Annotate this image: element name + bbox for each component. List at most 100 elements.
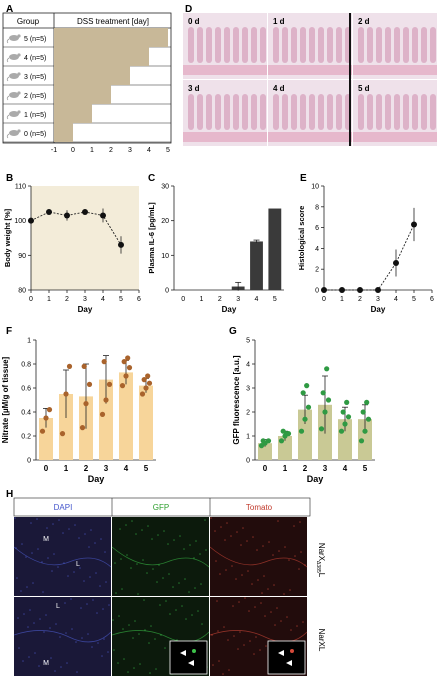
signal-speckle <box>225 569 227 571</box>
col-header-treatment: DSS treatment [day] <box>77 17 149 26</box>
crypt <box>291 94 297 130</box>
signal-speckle <box>235 578 237 580</box>
y-tick-label: 1 <box>27 338 31 345</box>
signal-speckle <box>242 527 244 529</box>
signal-speckle <box>223 626 225 628</box>
tile-background <box>14 517 111 596</box>
tile-label: 5 d <box>358 84 370 93</box>
crypt <box>367 94 373 130</box>
signal-speckle <box>52 523 54 525</box>
tissue-contour <box>111 630 210 643</box>
signal-speckle <box>239 631 241 633</box>
signal-speckle <box>201 623 203 625</box>
crypt <box>430 94 436 130</box>
signal-speckle <box>230 535 232 537</box>
panel-e-histological-score-chart: 0 2 4 6 8 10 0 1 2 3 4 5 6 Day Histological score <box>297 184 434 315</box>
data-point <box>321 287 327 293</box>
data-point <box>123 373 129 379</box>
signal-speckle <box>222 673 224 675</box>
data-point <box>338 428 345 434</box>
signal-speckle <box>22 660 24 662</box>
x-tick-label: 1 <box>340 296 344 303</box>
signal-speckle <box>33 622 35 624</box>
col-header-group: Group <box>17 17 40 26</box>
bar <box>39 418 53 460</box>
crypt <box>206 94 212 130</box>
y-axis-title: Body weight [%] <box>3 208 12 267</box>
x-tick-label: 5 <box>363 464 368 473</box>
data-point <box>305 404 312 410</box>
signal-speckle <box>262 545 264 547</box>
signal-speckle <box>167 543 169 545</box>
data-point <box>324 366 330 372</box>
signal-speckle <box>38 665 40 667</box>
signal-speckle <box>147 525 149 527</box>
crypt <box>327 94 333 130</box>
data-point <box>106 381 113 387</box>
data-point <box>344 399 350 405</box>
panel-letter-c: C <box>148 173 155 184</box>
crypt <box>412 27 418 63</box>
panel-g-gfp-chart: 0 1 2 3 4 5 0 1 2 3 4 5 Day GFP fluorescence [a.u.] <box>232 338 375 484</box>
panel-letter-b: B <box>6 173 13 184</box>
signal-speckle <box>165 600 167 602</box>
mouse-icon <box>6 91 21 101</box>
microscopy-header-frame <box>13 497 311 517</box>
signal-speckle <box>244 597 246 599</box>
group-row-label: 4 (n=5) <box>24 55 46 62</box>
x-tick-label: 4 <box>343 464 348 473</box>
signal-speckle <box>252 536 254 538</box>
signal-speckle <box>43 631 45 633</box>
signal-speckle <box>71 628 73 630</box>
panel-b-body-weight-chart: 80 90 100 110 0 1 2 3 4 5 6 Day Body weight [%] <box>3 184 141 315</box>
treatment-bar <box>54 47 149 66</box>
data-point <box>100 212 106 219</box>
data-point <box>125 355 131 361</box>
axis-tick-label: 1 <box>90 147 94 154</box>
x-tick-label: 0 <box>181 296 185 303</box>
signal-speckle <box>68 528 70 530</box>
signal-speckle <box>102 608 104 610</box>
data-point <box>99 411 106 417</box>
signal-speckle <box>114 562 116 564</box>
data-point <box>339 287 345 293</box>
signal-speckle <box>88 546 90 548</box>
signal-speckle <box>205 549 207 551</box>
signal-speckle <box>267 588 269 590</box>
x-tick-label: 3 <box>376 296 380 303</box>
data-point <box>340 409 346 415</box>
y-tick-label: 1 <box>246 434 250 441</box>
signal-speckle <box>302 621 304 623</box>
signal-speckle <box>163 530 165 532</box>
x-tick-label: 2 <box>218 296 222 303</box>
crypt <box>273 94 279 130</box>
data-point <box>298 428 305 434</box>
crypt <box>367 27 373 63</box>
x-tick-label: 4 <box>101 296 105 303</box>
data-point <box>265 438 272 444</box>
crypt <box>251 27 257 63</box>
signal-speckle <box>127 671 129 673</box>
signal-speckle <box>59 636 61 638</box>
series-line <box>30 211 122 246</box>
panel-letter-h: H <box>6 489 13 500</box>
signal-speckle <box>280 620 282 622</box>
signal-speckle <box>90 529 92 531</box>
signal-speckle <box>55 623 57 625</box>
signal-speckle <box>257 579 259 581</box>
signal-speckle <box>20 590 22 592</box>
signal-speckle <box>249 640 251 642</box>
panel-letter-d: D <box>185 4 192 15</box>
data-point <box>126 365 133 371</box>
tile-label: 2 d <box>358 17 370 26</box>
data-point <box>46 407 53 413</box>
x-tick-label: 6 <box>430 296 434 303</box>
microscopy-tile <box>209 517 308 596</box>
signal-speckle <box>168 573 170 575</box>
y-tick-label: 80 <box>18 288 26 295</box>
signal-speckle <box>246 540 248 542</box>
signal-speckle <box>17 617 19 619</box>
histology-tile: 5 d <box>353 80 437 146</box>
histology-tile: 4 d <box>268 80 352 146</box>
